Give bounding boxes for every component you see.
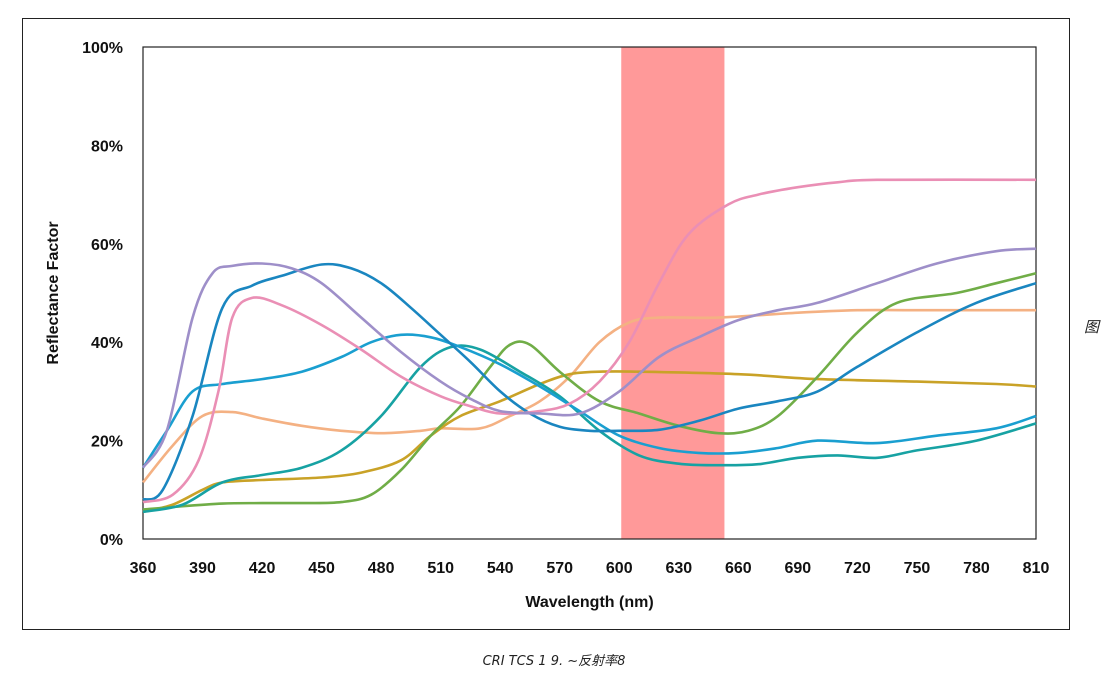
x-tick-label: 600 <box>606 560 633 577</box>
x-tick-label: 390 <box>189 560 216 577</box>
series-line-4 <box>142 344 1037 514</box>
x-tick-label: 660 <box>725 560 752 577</box>
x-tick-label: 480 <box>368 560 395 577</box>
plot-area-border <box>142 46 1037 540</box>
series-line-1 <box>141 308 1036 484</box>
x-tick-label: 420 <box>249 560 276 577</box>
x-tick-label: 720 <box>844 560 871 577</box>
side-note: 图 <box>1084 318 1100 336</box>
series-line-8 <box>141 247 1037 469</box>
x-axis-title: Wavelength (nm) <box>525 594 653 611</box>
y-axis-title: Reflectance Factor <box>45 221 62 364</box>
x-tick-label: 450 <box>308 560 335 577</box>
x-tick-label: 630 <box>665 560 692 577</box>
chart-frame <box>22 18 1070 630</box>
x-tick-label: 780 <box>963 560 990 577</box>
series-line-7 <box>142 178 1037 504</box>
series-line-5 <box>141 333 1037 469</box>
figure-caption: CRI TCS 1 9. ~反射率8 <box>482 654 626 669</box>
y-tick-label: 40% <box>91 335 123 352</box>
x-tick-label: 810 <box>1023 560 1050 577</box>
x-tick-label: 540 <box>487 560 514 577</box>
y-tick-label: 100% <box>82 40 123 57</box>
series-line-6 <box>142 262 1037 501</box>
highlight-band <box>621 47 725 539</box>
y-tick-label: 60% <box>91 237 123 254</box>
x-tick-label: 570 <box>546 560 573 577</box>
x-tick-label: 750 <box>904 560 931 577</box>
y-tick-label: 80% <box>91 138 123 155</box>
series-line-3 <box>142 272 1037 511</box>
x-tick-label: 690 <box>785 560 812 577</box>
y-tick-label: 0% <box>100 532 123 549</box>
y-tick-label: 20% <box>91 434 123 451</box>
x-tick-label: 510 <box>427 560 454 577</box>
x-tick-label: 360 <box>130 560 157 577</box>
